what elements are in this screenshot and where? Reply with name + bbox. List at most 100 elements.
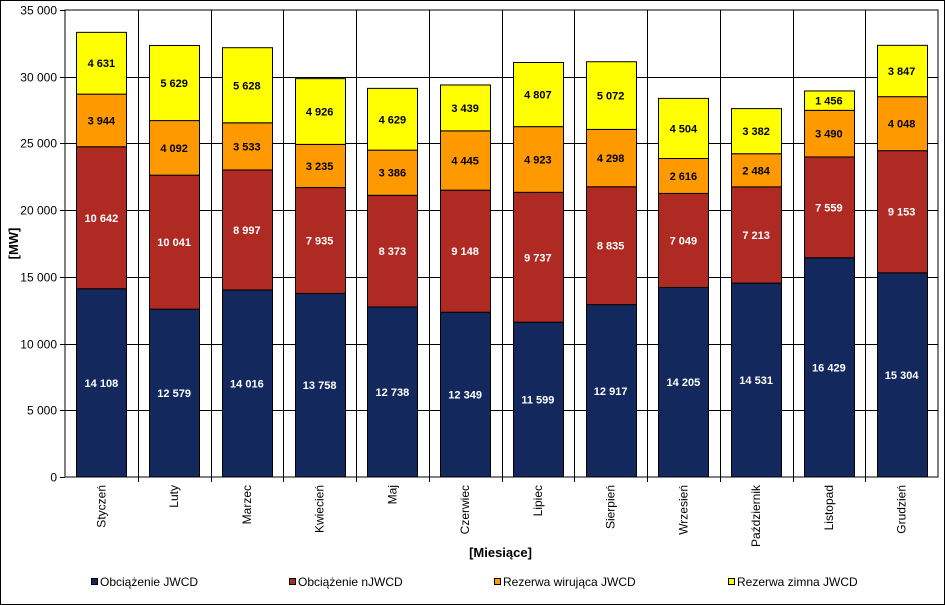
bar-value-label: 5 072 [597,91,625,103]
bar-value-label: 12 349 [448,390,482,402]
bar-value-label: 3 382 [742,126,770,138]
x-axis-title: [Miesiące] [469,545,532,560]
bar-value-label: 7 213 [742,230,770,242]
axes: 0 5 000 10 000 15 000 20 000 25 000 30 000 35 0… [20,4,908,548]
bar-value-label: 3 235 [306,161,334,173]
bar-segment [149,120,200,176]
bar-segment [586,304,637,478]
bar-segment [222,47,273,124]
y-tick-label: 30 000 [20,71,57,85]
bar-value-label: 14 205 [667,377,701,389]
bar-segment [367,87,418,151]
bar-segment [149,44,200,122]
bar-segment [658,192,709,288]
bar-segment [877,44,928,98]
bar-value-label: 4 298 [597,153,625,165]
bar-value-label: 7 559 [815,202,843,214]
bar-segment [731,108,782,155]
x-tick-label: Kwiecień [313,485,327,533]
gridlines [64,9,939,482]
y-tick-label: 0 [50,471,57,485]
y-tick-label: 35 000 [20,4,57,18]
bar-segment [658,286,709,478]
bar-value-label: 9 737 [524,252,552,264]
bar-value-label: 4 629 [379,114,407,126]
bar-segment [367,194,418,308]
y-axis-title: [MW] [6,228,21,260]
bar-value-label: 3 533 [233,141,261,153]
bar-segment [877,150,928,274]
x-tick-label: Styczeń [94,485,108,528]
bar-value-label: 10 041 [157,237,191,249]
x-tick-label: Sierpień [604,485,618,529]
plot-area [64,9,939,478]
y-tick-label: 20 000 [20,204,57,218]
y-tick-label: 15 000 [20,271,57,285]
bar-value-label: 4 092 [160,143,188,155]
bar-value-label: 11 599 [521,395,554,407]
bar-segment [76,31,127,95]
bar-value-label: 10 642 [85,213,119,225]
x-tick-label: Październik [749,484,763,547]
legend-entry-label: Obciążenie nJWCD [298,575,403,589]
bar-segment [440,311,491,478]
legend-swatch [494,578,501,585]
bar-segment [804,257,855,478]
bar-value-label: 4 445 [451,156,479,168]
bar-value-label: 8 373 [379,246,407,258]
y-tick-label: 25 000 [20,137,57,151]
bar-value-label: 12 579 [157,388,191,400]
bar-segment [76,288,127,478]
bar-value-label: 3 439 [451,103,479,115]
bar-value-label: 2 484 [742,165,770,177]
bar-value-label: 3 490 [815,129,843,141]
bar-value-label: 4 926 [306,107,334,119]
x-tick-label: Wrzesień [676,485,690,535]
bar-value-label: 4 807 [524,90,552,102]
bar-segment [222,169,273,291]
bar-value-label: 12 917 [594,386,628,398]
bar-segment [731,282,782,478]
legend-entry-label: Rezerwa zimna JWCD [737,575,858,589]
bar-segment [149,174,200,310]
bar-value-label: 14 108 [85,378,119,390]
bar-value-label: 1 456 [815,96,843,108]
bar-segment [586,61,637,130]
bar-value-label: 7 935 [306,235,334,247]
bar-value-label: 3 847 [888,66,916,78]
x-tick-label: Luty [167,485,181,508]
legend-entry-label: Obciążenie JWCD [100,575,198,589]
bar-segment [658,158,709,194]
bar-value-label: 5 629 [160,78,188,90]
bar-value-label: 16 429 [812,362,846,374]
bar-value-label: 14 531 [739,375,773,387]
bar-value-label: 13 758 [303,380,337,392]
bar-value-label: 14 016 [230,378,264,390]
bar-segment [149,308,200,478]
bar-segment [586,186,637,306]
x-tick-label: Grudzień [895,485,909,534]
bar-segment [295,143,346,189]
legend: Obciążenie JWCD Obciążenie nJWCD Rezerwa w… [91,575,858,589]
bar-segment [76,146,127,290]
bar-value-label: 15 304 [885,370,920,382]
bar-segment [804,109,855,158]
y-tick-label: 5 000 [27,404,57,418]
bar-segment [513,191,564,323]
bar-value-label: 2 616 [670,171,698,183]
bar-value-label: 4 923 [524,154,552,166]
bar-segment [440,84,491,132]
bar-segment [222,289,273,478]
legend-swatch [728,578,735,585]
legend-swatch [289,578,296,585]
bar-value-label: 9 148 [451,246,479,258]
x-tick-label: Lipiec [531,485,545,516]
bar-value-label: 7 049 [670,235,698,247]
bar-segment [367,306,418,478]
bar-segment [513,126,564,193]
bar-value-label: 8 835 [597,241,625,253]
x-tick-label: Marzec [240,485,254,524]
bar-segment [440,189,491,313]
